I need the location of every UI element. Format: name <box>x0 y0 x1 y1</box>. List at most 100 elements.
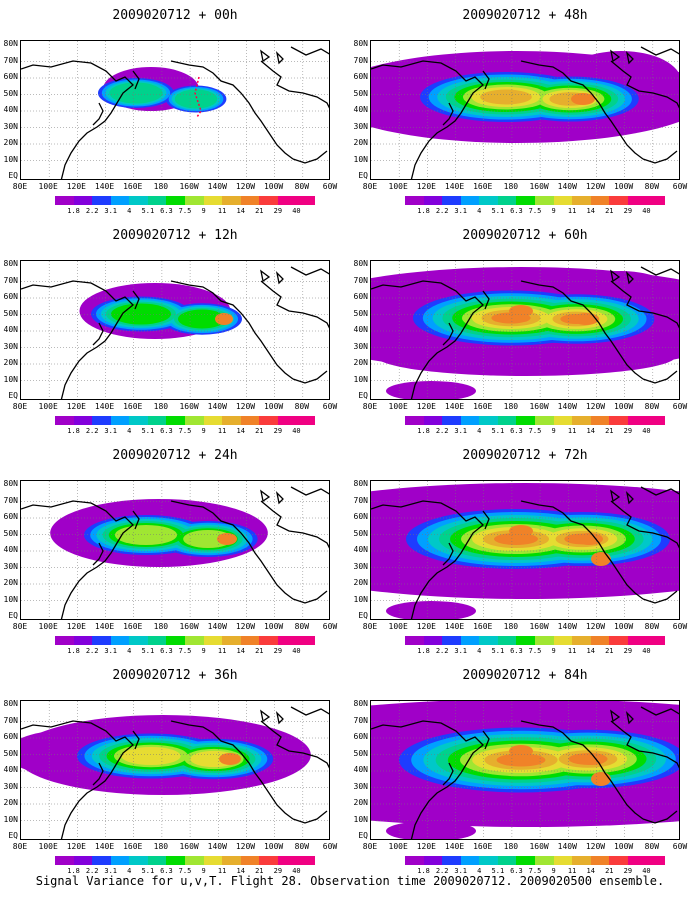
map-plot <box>20 700 330 840</box>
latitude-label: EQ <box>358 611 368 620</box>
colorbar-swatch <box>277 416 297 425</box>
latitude-label: 80N <box>3 699 18 708</box>
colorbar-tick-label: 9 <box>201 647 206 655</box>
colorbar-swatch <box>405 636 424 645</box>
longitude-label: 140E <box>444 182 465 191</box>
map-plot <box>20 480 330 620</box>
colorbar-tick-label: 1.8 <box>67 867 80 875</box>
colorbar-swatch <box>55 856 74 865</box>
colorbar-swatch <box>553 856 573 865</box>
colorbar-tick-label: 2.2 <box>85 867 99 875</box>
colorbar-tick-label: 7.5 <box>528 647 542 655</box>
longitude-label: 160E <box>123 622 143 631</box>
colorbar-swatch <box>92 416 111 425</box>
longitude-label: 160W <box>179 842 199 851</box>
colorbar-swatch <box>203 636 223 645</box>
latitude-label: 10N <box>353 814 368 824</box>
panel-title: 2009020712 + 00h <box>112 8 238 23</box>
longitude-label: 100W <box>613 402 634 411</box>
longitude-label: 120W <box>585 402 606 411</box>
colorbar-tick-label: 40 <box>642 867 651 875</box>
colorbar-tick-label: 4 <box>477 427 482 435</box>
colorbar-swatch <box>296 416 316 425</box>
colorbar-swatch <box>185 416 204 425</box>
panel-title: 2009020712 + 60h <box>462 228 588 243</box>
latitude-label: 30N <box>3 781 18 791</box>
colorbar-tick-label: 29 <box>273 867 283 875</box>
colorbar-swatch <box>479 196 498 205</box>
latitude-label: 70N <box>353 495 368 505</box>
colorbar-tick-label: 40 <box>642 647 651 655</box>
longitude-label: 60W <box>322 622 338 631</box>
colorbar-tick-label: 5.1 <box>141 207 155 215</box>
longitude-label: 100E <box>38 182 58 191</box>
colorbar-tick-label: 6.3 <box>510 647 523 655</box>
colorbar <box>405 856 666 865</box>
latitude-label: 50N <box>353 308 368 318</box>
panel-title: 2009020712 + 84h <box>462 668 588 683</box>
longitude-label: 100E <box>388 402 408 411</box>
latitude-label: 10N <box>3 374 18 384</box>
longitude-label: 180 <box>153 182 169 191</box>
latitude-label: 70N <box>353 715 368 725</box>
panel-title: 2009020712 + 12h <box>112 228 238 243</box>
longitude-label: 140E <box>94 182 115 191</box>
longitude-label: 100W <box>263 842 284 851</box>
colorbar-tick-label: 5.1 <box>141 867 155 875</box>
colorbar-swatch <box>609 856 628 865</box>
colorbar-swatch <box>460 196 480 205</box>
colorbar-tick-label: 1.8 <box>417 867 430 875</box>
colorbar-swatch <box>405 416 424 425</box>
colorbar-tick-label: 1.8 <box>67 647 80 655</box>
colorbar-tick-label: 14 <box>586 207 595 215</box>
latitude-label: 60N <box>353 72 368 81</box>
longitude-label: 120W <box>235 182 256 191</box>
colorbar-swatch <box>203 196 223 205</box>
colorbar-swatch <box>110 196 130 205</box>
colorbar-tick-label: 40 <box>642 427 651 435</box>
colorbar-tick-label: 29 <box>623 867 633 875</box>
latitude-label: 80N <box>353 699 368 708</box>
colorbar-swatch <box>572 416 591 425</box>
latitude-label: 10N <box>3 594 18 604</box>
latitude-label: EQ <box>8 171 18 180</box>
longitude-label: 180 <box>503 402 519 411</box>
colorbar-tick-label: 7.5 <box>528 207 542 215</box>
colorbar-swatch <box>277 636 297 645</box>
colorbar-tick-label: 29 <box>623 427 633 435</box>
longitude-label: 160W <box>529 622 549 631</box>
longitude-label: 100E <box>388 622 408 631</box>
map-plot <box>20 260 330 400</box>
longitude-label: 60W <box>322 402 338 411</box>
variance-field <box>21 701 329 839</box>
colorbar <box>405 416 666 425</box>
map-plot <box>20 40 330 180</box>
longitude-label: 120E <box>66 622 86 631</box>
colorbar-tick-label: 6.3 <box>160 647 173 655</box>
colorbar-swatch <box>240 416 260 425</box>
colorbar-tick-label: 7.5 <box>178 647 192 655</box>
latitude-label: 70N <box>3 55 18 65</box>
colorbar-tick-label: 29 <box>273 427 283 435</box>
colorbar-swatch <box>479 416 498 425</box>
colorbar-swatch <box>147 856 167 865</box>
colorbar-tick-label: 21 <box>605 867 614 875</box>
colorbar-tick-label: 40 <box>292 867 301 875</box>
colorbar-tick-label: 5.1 <box>491 207 505 215</box>
colorbar-swatch <box>55 416 74 425</box>
colorbar-tick-label: 3.1 <box>454 207 468 215</box>
colorbar-swatch <box>535 856 554 865</box>
colorbar-swatch <box>110 636 130 645</box>
colorbar-swatch <box>497 196 517 205</box>
colorbar-tick-label: 1.8 <box>417 207 430 215</box>
longitude-label: 120W <box>235 842 256 851</box>
colorbar-swatch <box>590 416 610 425</box>
colorbar-tick-label: 4 <box>127 867 132 875</box>
longitude-label: 80W <box>294 842 310 851</box>
colorbar-swatch <box>277 856 297 865</box>
longitude-label: 80W <box>294 622 310 631</box>
colorbar-tick-label: 3.1 <box>454 867 468 875</box>
colorbar-swatch <box>405 856 424 865</box>
colorbar-tick-label: 5.1 <box>141 647 155 655</box>
colorbar-tick-label: 4 <box>477 867 482 875</box>
